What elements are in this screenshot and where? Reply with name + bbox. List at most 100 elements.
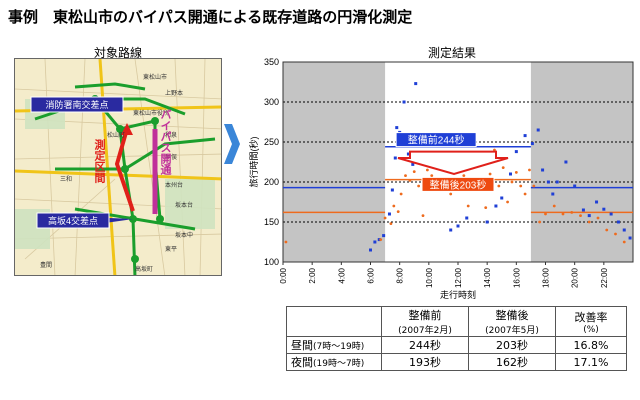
map-place-labels: 東松山市 上野本 東松山市役所 松山町 和泉 早俣 三和 本州台 坂本台 坂本中… [40, 73, 193, 273]
x-tick-label: 8:00 [396, 267, 405, 283]
y-tick-label: 250 [264, 137, 279, 147]
data-point-after [417, 184, 421, 188]
data-point-after [622, 240, 626, 244]
map-canvas: 東松山市 上野本 東松山市役所 松山町 和泉 早俣 三和 本州台 坂本台 坂本中… [15, 59, 221, 275]
plot-background [282, 61, 634, 263]
data-point-after [425, 168, 429, 172]
chevron-right-icon [224, 124, 240, 164]
data-point-before [587, 214, 591, 218]
x-tick-label: 22:00 [600, 267, 609, 288]
place-label: 高坂町 [135, 265, 153, 273]
data-point-after [484, 206, 488, 210]
x-tick-label: 16:00 [512, 267, 521, 288]
data-point-before [414, 82, 418, 86]
data-point-after [506, 200, 509, 204]
data-point-before [530, 142, 534, 146]
row-label: 昼間(7時～19時) [286, 336, 382, 354]
data-point-before [616, 220, 620, 224]
measured-section-label: 測定区間 [93, 138, 106, 184]
data-point-before [536, 128, 540, 132]
header-label: 整備前 [408, 309, 442, 322]
data-point-before [622, 228, 626, 232]
data-point-after [284, 240, 288, 244]
place-label: 早俣 [165, 153, 177, 161]
data-point-after [523, 192, 527, 196]
x-tick-label: 10:00 [425, 267, 434, 288]
y-tick-label: 200 [264, 177, 279, 187]
y-tick-label: 300 [264, 97, 279, 107]
data-point-before [551, 192, 555, 196]
callout-top: 消防署南交差点 [30, 95, 124, 113]
place-label: 三和 [60, 175, 72, 183]
data-point-after [579, 214, 582, 218]
place-label: 和泉 [165, 131, 177, 139]
data-point-after [570, 211, 574, 214]
x-tick-label: 2:00 [308, 267, 317, 283]
place-label: 松山町 [107, 131, 125, 139]
row-label: 夜間(19時～7時) [286, 353, 382, 371]
place-label: 坂本台 [175, 201, 193, 209]
data-point-after [396, 210, 400, 214]
data-point-after [552, 204, 556, 208]
shaded-period [283, 62, 386, 262]
data-point-after [519, 184, 523, 188]
data-point-before [382, 234, 386, 238]
data-point-before [541, 168, 545, 172]
table-row: 昼間(7時～19時) 244秒 203秒 16.8% [286, 336, 627, 354]
map-caption: 対象路線 [93, 46, 142, 60]
page-title: 事例 東松山市のバイパス開通による既存道路の円滑化測定 [8, 8, 413, 26]
place-label: 東松山市役所 [133, 109, 169, 117]
header-sublabel: (%) [583, 324, 599, 335]
data-point-before [564, 160, 568, 164]
y-tick-label: 100 [264, 257, 279, 267]
y-tick-labels: 100 150 200 250 300 350 [264, 58, 279, 267]
data-point-before [546, 180, 550, 184]
data-point-after [587, 220, 591, 224]
place-label: 坂本中 [175, 231, 193, 239]
travel-time-chart: 100 150 200 250 300 350 0:00 2:00 4:00 6:00 8:00 1… [248, 58, 634, 300]
value-after: 203秒 [468, 336, 556, 354]
data-point-after [408, 179, 412, 182]
data-point-after [528, 168, 531, 172]
header-sublabel: (2007年2月) [398, 326, 452, 336]
data-point-after [605, 228, 609, 232]
table-row: 夜間(19時～7時) 193秒 162秒 17.1% [286, 353, 627, 371]
data-point-before [390, 188, 394, 192]
data-point-after [614, 232, 617, 236]
data-point-after [404, 174, 407, 177]
data-point-before [387, 212, 391, 216]
measured-section-line [114, 128, 135, 212]
data-point-before [456, 224, 460, 228]
data-point-before [373, 240, 377, 244]
x-tick-label: 20:00 [571, 267, 580, 288]
data-point-after [412, 170, 416, 173]
data-point-before [465, 216, 469, 220]
header-cell: 改善率 (%) [555, 306, 627, 337]
data-point-after [421, 214, 425, 218]
data-point-after [399, 192, 403, 196]
data-point-before [402, 100, 406, 104]
bypass-label: バイパス開通 [159, 109, 172, 176]
route-map: 東松山市 上野本 東松山市役所 松山町 和泉 早俣 三和 本州台 坂本台 坂本中… [14, 58, 222, 276]
chart-caption: 測定結果 [427, 46, 476, 60]
data-point-after [383, 216, 387, 220]
data-point-after [379, 238, 383, 242]
results-table: 整備前 (2007年2月) 整備後 (2007年5月) 改善率 (%) 昼間(7時～1… [286, 306, 627, 371]
data-point-before [595, 200, 599, 204]
data-point-before [555, 180, 559, 184]
callout-bottom: 高坂4交差点 [36, 212, 133, 229]
y-tick-label: 150 [264, 217, 279, 227]
data-point-before [411, 162, 415, 166]
data-point-before [449, 228, 453, 232]
measured-section-arrowhead [121, 123, 133, 135]
header-label: 整備後 [495, 309, 529, 322]
x-tick-label: 6:00 [367, 267, 376, 283]
table-corner [286, 306, 382, 337]
annotation-before-label: 整備前244秒 [408, 134, 465, 147]
x-axis-label: 走行時刻 [440, 289, 476, 300]
callout-bottom-label: 高坂4交差点 [48, 215, 98, 226]
annotation-after-box [421, 176, 495, 192]
data-point-before [369, 248, 372, 252]
data-point-before [500, 196, 504, 200]
